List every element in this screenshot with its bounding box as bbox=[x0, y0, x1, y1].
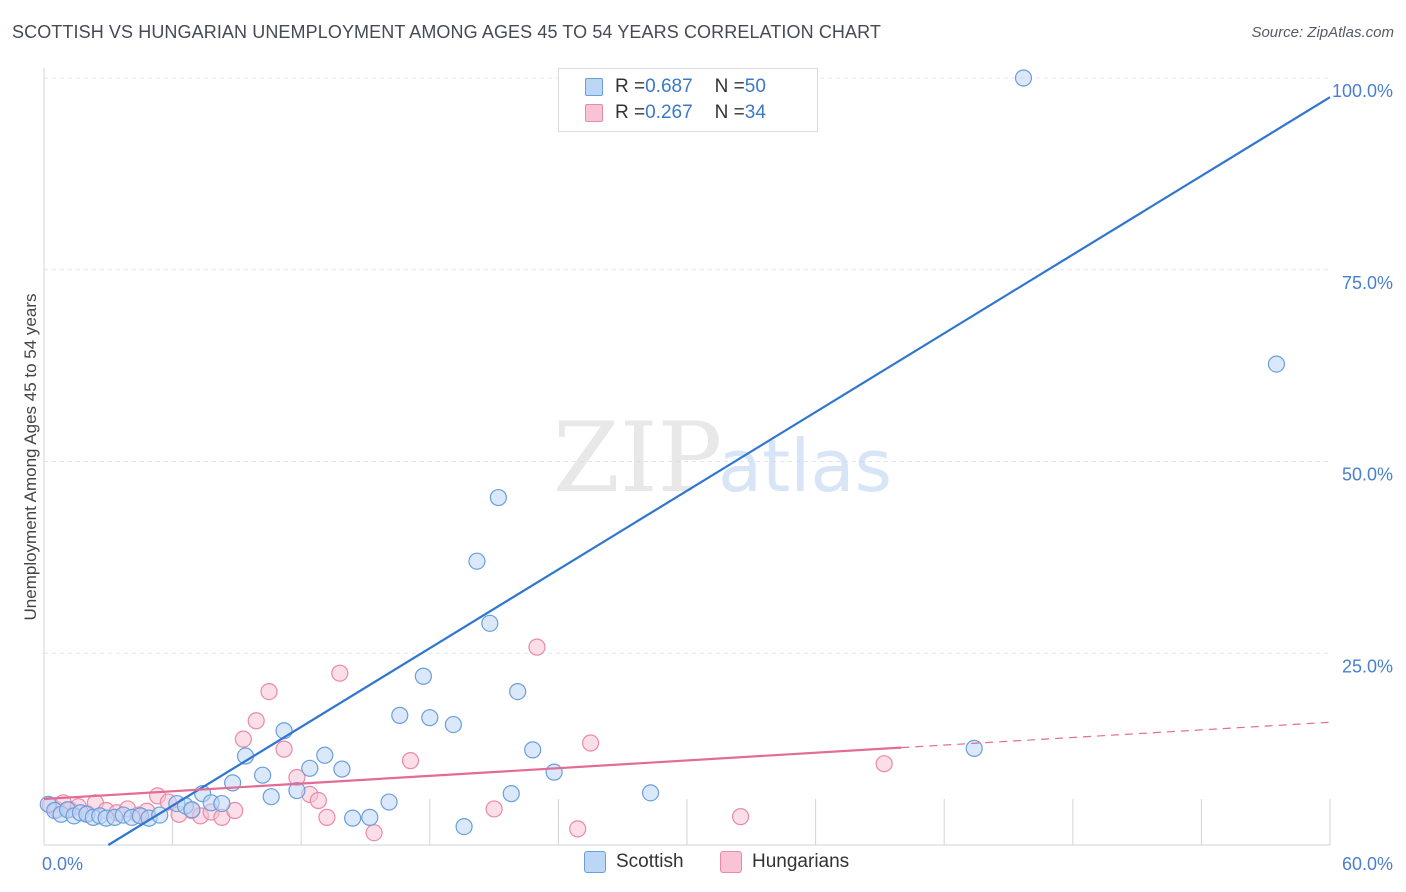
y-tick-label: 100.0% bbox=[1332, 81, 1393, 101]
watermark: ZIP atlas bbox=[553, 402, 892, 514]
scottish-point bbox=[301, 759, 319, 777]
scottish-point bbox=[288, 781, 306, 800]
scottish-point bbox=[965, 739, 983, 757]
y-tick-label: 50.0% bbox=[1342, 465, 1393, 485]
y-axis-label: Unemployment Among Ages 45 to 54 years bbox=[21, 294, 40, 621]
legend-r-value: 0.267 bbox=[645, 102, 693, 123]
scottish-point bbox=[1267, 355, 1286, 373]
legend-item-scottish[interactable]: Scottish bbox=[584, 851, 684, 873]
legend-n-value: 50 bbox=[744, 76, 766, 97]
scottish-legend-swatch bbox=[584, 851, 606, 873]
scottish-point bbox=[509, 682, 527, 701]
hungarians-point bbox=[260, 682, 278, 701]
legend-n-value: 34 bbox=[744, 102, 766, 123]
hungarians-points bbox=[41, 638, 893, 842]
legend-item-hungarians[interactable]: Hungarians bbox=[720, 851, 849, 873]
scottish-point bbox=[481, 614, 499, 632]
scottish-trend-line bbox=[107, 96, 1331, 846]
scottish-point bbox=[1014, 69, 1033, 87]
scottish-point bbox=[333, 760, 351, 778]
watermark-zip: ZIP bbox=[553, 402, 722, 514]
x-tick-label: 0.0% bbox=[42, 854, 83, 874]
scottish-point bbox=[641, 784, 660, 802]
hungarians-trend-extension bbox=[901, 721, 1331, 749]
scottish-point bbox=[502, 785, 520, 803]
scottish-point bbox=[524, 741, 542, 759]
hungarians-point bbox=[401, 752, 420, 770]
scottish-point bbox=[254, 766, 272, 784]
hungarians-point bbox=[331, 664, 349, 682]
scottish-swatch bbox=[585, 78, 603, 96]
legend-r-label: R = bbox=[615, 76, 646, 97]
scottish-point bbox=[468, 552, 486, 570]
scottish-point bbox=[421, 709, 439, 727]
hungarians-point bbox=[581, 734, 600, 752]
hungarians-point bbox=[365, 824, 383, 842]
x-tick-label: 60.0% bbox=[1342, 854, 1393, 874]
hungarians-point bbox=[731, 808, 750, 826]
scottish-point bbox=[455, 817, 473, 836]
x-tick-labels: 0.0% 60.0% bbox=[42, 854, 1393, 874]
source-label: Source: ZipAtlas.com bbox=[1251, 24, 1394, 41]
y-tick-labels: 25.0% 50.0% 75.0% 100.0% bbox=[1332, 81, 1393, 676]
watermark-atlas: atlas bbox=[718, 424, 892, 508]
legend-label-hungarians: Hungarians bbox=[752, 851, 850, 872]
scottish-point bbox=[545, 763, 563, 781]
legend-r-label: R = bbox=[615, 102, 646, 123]
y-tick-label: 75.0% bbox=[1342, 273, 1393, 293]
hungarians-point bbox=[528, 638, 546, 656]
scottish-point bbox=[489, 488, 507, 507]
legend-n-label: N = bbox=[714, 76, 745, 97]
chart-title: SCOTTISH VS HUNGARIAN UNEMPLOYMENT AMONG… bbox=[12, 22, 881, 42]
hungarians-point bbox=[569, 820, 587, 838]
scottish-point bbox=[344, 809, 362, 827]
hungarians-trend-line bbox=[43, 746, 902, 801]
hungarians-point bbox=[485, 800, 503, 818]
y-tick-label: 25.0% bbox=[1342, 656, 1393, 676]
scottish-point bbox=[414, 667, 432, 685]
hungarians-point bbox=[309, 791, 327, 810]
hungarians-point bbox=[234, 730, 252, 748]
hungarians-legend-swatch bbox=[720, 851, 742, 873]
scottish-point bbox=[262, 788, 280, 806]
scottish-point bbox=[213, 794, 231, 813]
stats-legend: R = 0.687 N = 50 R = 0.267 N = 34 bbox=[558, 68, 818, 132]
hungarians-swatch bbox=[585, 104, 603, 122]
scottish-point bbox=[391, 706, 409, 724]
legend-r-value: 0.687 bbox=[645, 76, 693, 97]
series-legend: Scottish Hungarians bbox=[0, 851, 1406, 877]
hungarians-point bbox=[875, 755, 893, 773]
hungarians-point bbox=[318, 808, 336, 826]
legend-row-hungarians: R = 0.267 N = 34 bbox=[585, 101, 766, 125]
trend-lines bbox=[43, 96, 1331, 846]
scottish-points bbox=[39, 69, 1286, 836]
scottish-point bbox=[361, 808, 379, 826]
scottish-point bbox=[183, 801, 201, 819]
hungarians-point bbox=[275, 740, 293, 758]
scottish-point bbox=[316, 746, 334, 764]
legend-row-scottish: R = 0.687 N = 50 bbox=[585, 75, 766, 99]
legend-n-label: N = bbox=[714, 102, 745, 123]
hungarians-point bbox=[247, 712, 265, 730]
scottish-point bbox=[444, 715, 462, 734]
scottish-point bbox=[380, 793, 398, 811]
legend-label-scottish: Scottish bbox=[616, 851, 684, 872]
